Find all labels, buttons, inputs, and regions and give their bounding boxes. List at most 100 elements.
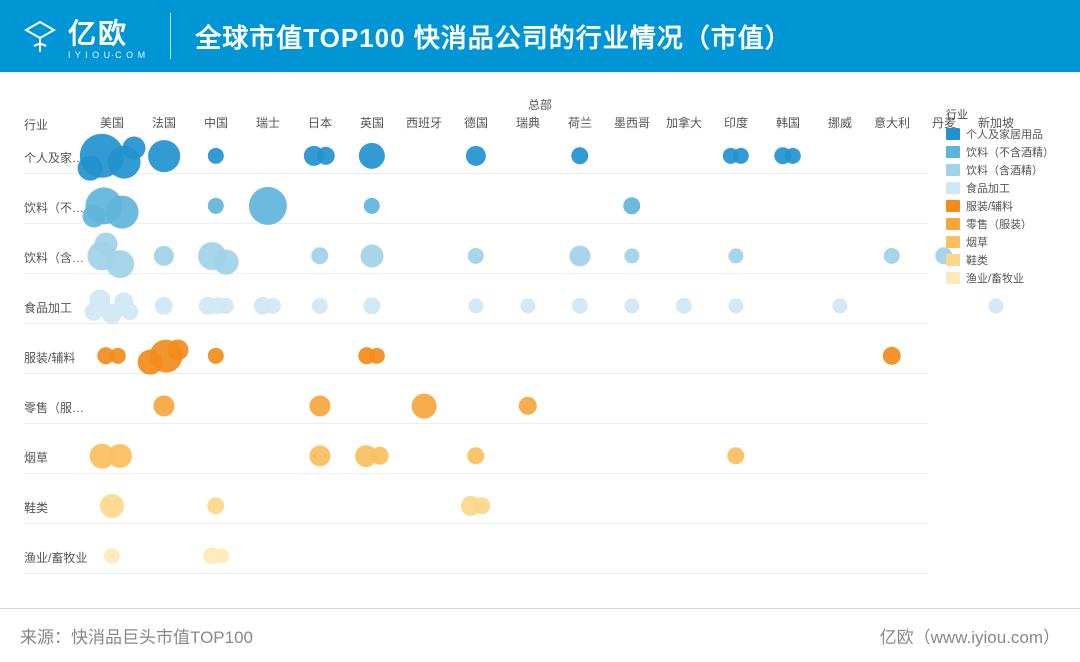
bubble (519, 397, 537, 415)
legend-title: 行业 (946, 106, 1054, 122)
legend-swatch (946, 164, 960, 176)
bubble (208, 148, 224, 164)
bubble (785, 148, 801, 164)
logo: 亿欧 I Y I O U·C O M (20, 12, 146, 60)
legend-item: 渔业/畜牧业 (946, 270, 1054, 286)
bubble (83, 205, 106, 228)
bubble (363, 297, 380, 314)
bubble (728, 298, 743, 313)
bubble (727, 447, 744, 464)
header-divider (170, 13, 171, 59)
logo-sub: I Y I O U·C O M (68, 50, 146, 60)
bubble (473, 497, 490, 514)
legend-item: 饮料（不含酒精） (946, 144, 1054, 160)
bubble (108, 444, 132, 468)
bubble (100, 494, 124, 518)
footer-brand: 亿欧（www.iyiou.com） (880, 623, 1060, 648)
legend-label: 饮料（含酒精） (966, 162, 1043, 178)
bubble (207, 497, 224, 514)
legend-item: 饮料（含酒精） (946, 162, 1054, 178)
header: 亿欧 I Y I O U·C O M 全球市值TOP100 快消品公司的行业情况… (0, 0, 1080, 72)
bubble (371, 447, 389, 465)
bubble (412, 394, 437, 419)
bubble (364, 198, 380, 214)
bubble (359, 143, 385, 169)
bubble (249, 187, 287, 225)
bubble (624, 248, 639, 263)
legend-label: 饮料（不含酒精） (966, 144, 1054, 160)
footer-source: 来源：快消品巨头市值TOP100 (20, 623, 253, 648)
bubble (520, 298, 535, 313)
bubble (466, 146, 486, 166)
legend-swatch (946, 254, 960, 266)
bubble-layer (12, 86, 1068, 586)
bubble (153, 395, 174, 416)
bubble (95, 233, 118, 256)
bubble (624, 298, 639, 313)
legend-item: 个人及家居用品 (946, 126, 1054, 142)
legend-label: 食品加工 (966, 180, 1010, 196)
bubble (733, 148, 749, 164)
legend-item: 食品加工 (946, 180, 1054, 196)
bubble (571, 147, 588, 164)
bubble (123, 137, 146, 160)
bubble (884, 248, 900, 264)
bubble (214, 548, 229, 563)
bubble (309, 395, 330, 416)
bubble (155, 297, 173, 315)
bubble (208, 348, 224, 364)
bubble (569, 245, 590, 266)
legend-item: 零售（服装） (946, 216, 1054, 232)
bubble (317, 147, 335, 165)
legend-swatch (946, 182, 960, 194)
footer: 来源：快消品巨头市值TOP100 亿欧（www.iyiou.com） (0, 608, 1080, 662)
legend-label: 个人及家居用品 (966, 126, 1043, 142)
bubble (988, 298, 1003, 313)
bubble (110, 348, 126, 364)
bubble (167, 339, 188, 360)
legend-swatch (946, 200, 960, 212)
bubble (85, 303, 103, 321)
bubble (121, 303, 138, 320)
legend-item: 烟草 (946, 234, 1054, 250)
bubble (154, 246, 174, 266)
logo-text: 亿欧 (68, 12, 146, 52)
bubble (369, 348, 385, 364)
bubble (218, 298, 234, 314)
legend-swatch (946, 218, 960, 230)
bubble (468, 248, 484, 264)
bubble (832, 298, 847, 313)
legend-label: 渔业/畜牧业 (966, 270, 1024, 286)
legend-swatch (946, 236, 960, 248)
bubble (265, 298, 281, 314)
legend: 行业 个人及家居用品饮料（不含酒精） 饮料（含酒精） 食品加工服装/辅料零售（服装）… (946, 106, 1054, 288)
legend-label: 鞋类 (966, 252, 988, 268)
bubble (312, 298, 328, 314)
legend-label: 服装/辅料 (966, 198, 1013, 214)
bubble (468, 298, 483, 313)
bubble (309, 445, 330, 466)
legend-swatch (946, 146, 960, 158)
legend-label: 烟草 (966, 234, 988, 250)
bubble (148, 140, 180, 172)
bubble (572, 298, 588, 314)
legend-swatch (946, 128, 960, 140)
legend-label: 零售（服装） (966, 216, 1032, 232)
bubble (623, 197, 640, 214)
bubble (311, 247, 328, 264)
bubble (104, 548, 120, 564)
page-title: 全球市值TOP100 快消品公司的行业情况（市值） (195, 18, 792, 55)
legend-item: 服装/辅料 (946, 198, 1054, 214)
bubble (106, 196, 139, 229)
bubble (676, 298, 692, 314)
legend-item: 鞋类 (946, 252, 1054, 268)
legend-swatch (946, 272, 960, 284)
bubble (208, 198, 224, 214)
chart-area: 总部 行业 美国法国中国瑞士日本英国西班牙德国瑞典荷兰墨西哥加拿大印度韩国挪威意… (0, 72, 1080, 590)
bubble (883, 347, 901, 365)
bubble (138, 350, 163, 375)
bubble (214, 250, 239, 275)
bubble (467, 447, 484, 464)
bubble (78, 156, 103, 181)
bubble (361, 245, 384, 268)
